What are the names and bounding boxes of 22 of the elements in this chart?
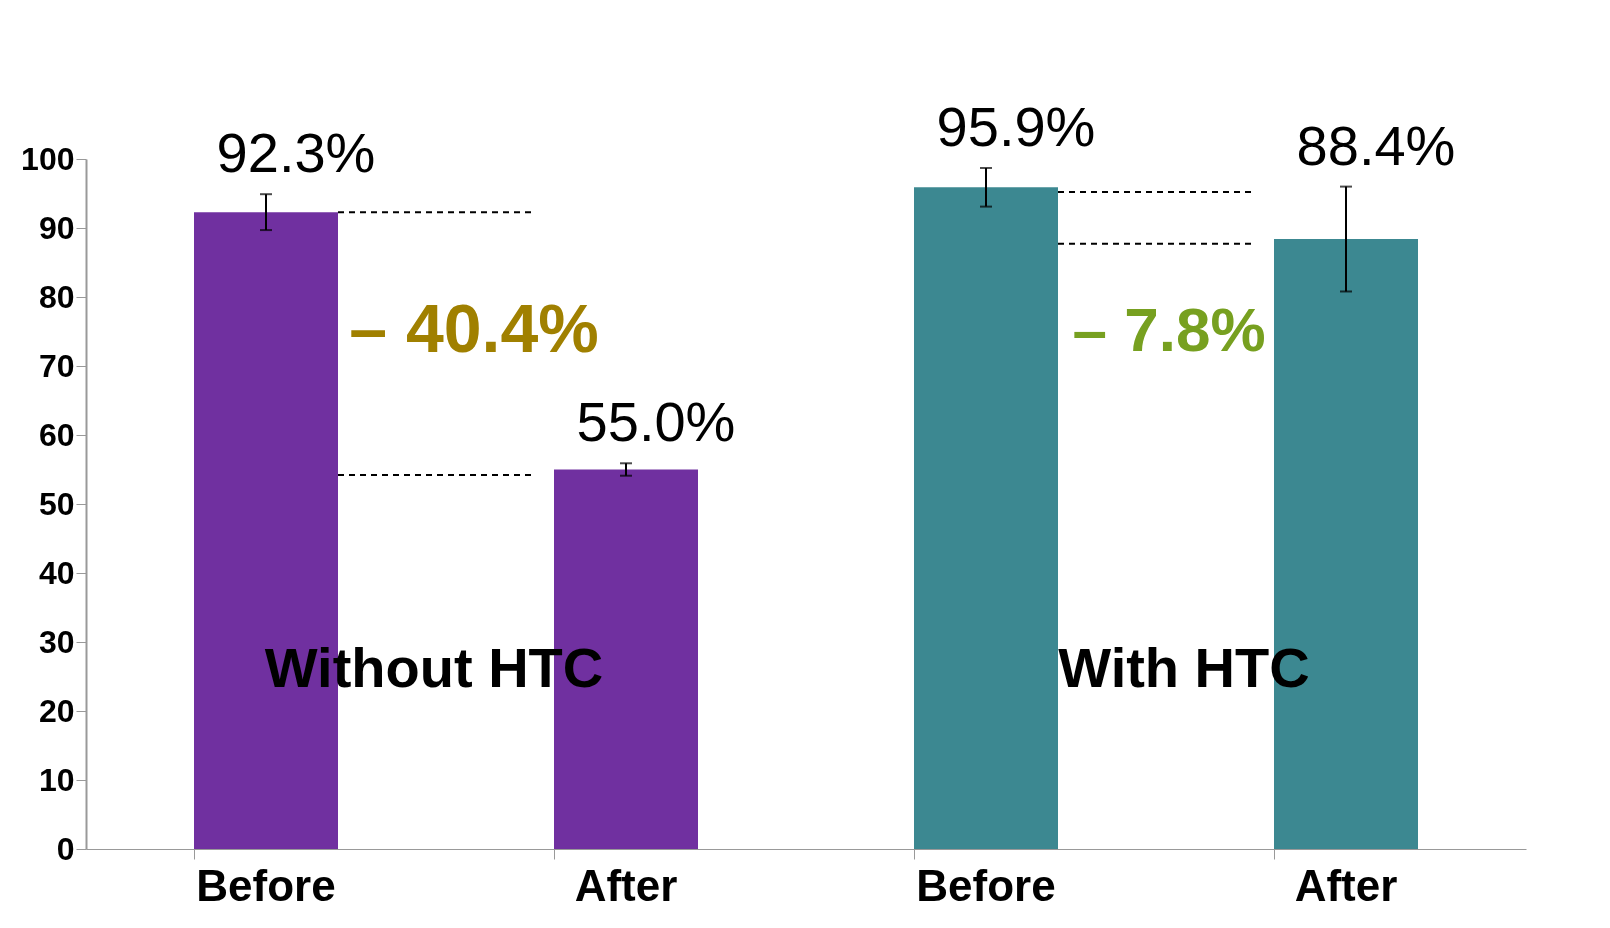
y-tick-label: 100 — [21, 140, 75, 177]
y-tick-label: 10 — [38, 761, 75, 798]
y-tick-label: 70 — [38, 347, 75, 384]
annotation: – 40.4% — [349, 289, 599, 366]
y-tick-label: 30 — [38, 623, 75, 660]
x-tick-label: Before — [916, 860, 1056, 910]
bar — [914, 187, 1058, 849]
y-tick-label: 0 — [56, 830, 75, 867]
data-label: 88.4% — [1296, 113, 1456, 177]
annotation: – 7.8% — [1072, 294, 1266, 364]
data-label: 55.0% — [576, 390, 736, 454]
data-label: 92.3% — [216, 121, 376, 185]
x-tick-label: After — [1294, 860, 1398, 910]
y-tick-label: 20 — [38, 692, 75, 729]
y-tick-label: 90 — [38, 209, 75, 246]
x-tick-label: After — [574, 860, 678, 910]
y-tick-label: 40 — [38, 554, 75, 591]
data-label: 95.9% — [936, 94, 1096, 158]
y-tick-label: 50 — [38, 485, 75, 522]
y-tick-label: 60 — [38, 416, 75, 453]
x-tick-label: Before — [196, 860, 336, 910]
y-tick-label: 80 — [38, 278, 75, 315]
